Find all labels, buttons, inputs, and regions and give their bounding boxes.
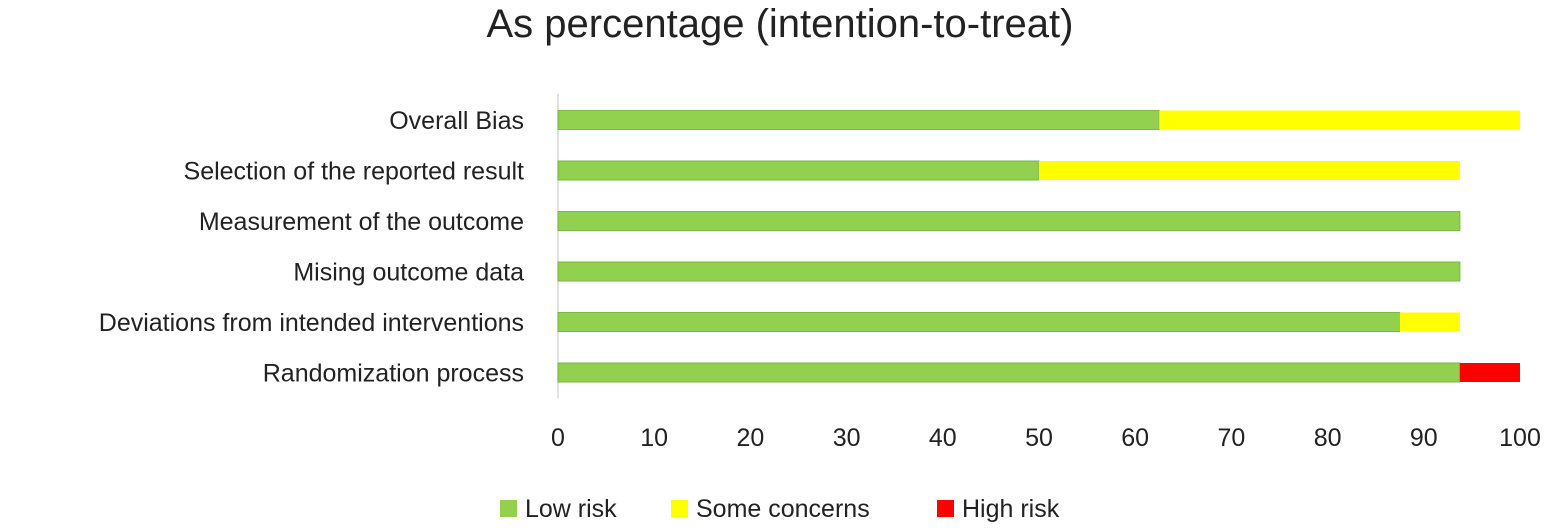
legend-label-high-risk: High risk [962,495,1060,523]
bar-high-risk-randomization-process [1459,363,1520,382]
category-label-deviations-from-intended-interventions: Deviations from intended interventions [99,309,524,337]
legend-swatch-high-risk [937,500,954,517]
category-label-overall-bias: Overall Bias [389,107,524,135]
x-axis-tick-labels: 0 10 20 30 40 50 60 70 80 90 100 [551,424,1541,452]
bar-some-concerns-selection-of-the-reported-result [1039,161,1460,180]
x-tick-label-40: 40 [929,424,957,452]
bar-some-concerns-deviations-from-intended-interventions [1399,312,1460,332]
category-label-measurement-of-the-outcome: Measurement of the outcome [199,208,524,236]
x-tick-label-20: 20 [736,424,764,452]
category-label-selection-of-the-reported-result: Selection of the reported result [184,158,525,186]
x-tick-label-90: 90 [1410,424,1438,452]
legend-swatch-some-concerns [671,500,688,517]
x-tick-label-70: 70 [1217,424,1245,452]
x-tick-label-30: 30 [833,424,861,452]
legend: Low risk Some concerns High risk [500,495,1060,523]
legend-swatch-low-risk [500,500,517,517]
chart-title: As percentage (intention-to-treat) [487,2,1074,46]
x-tick-label-50: 50 [1025,424,1053,452]
bar-low-risk-randomization-process [557,362,1461,383]
x-tick-label-100: 100 [1499,424,1541,452]
x-tick-label-60: 60 [1121,424,1149,452]
bar-some-concerns-overall-bias [1159,110,1520,130]
bar-low-risk-mising-outcome-data [557,261,1461,282]
bar-group [557,110,1520,383]
bar-low-risk-selection-of-the-reported-result [557,160,1040,181]
bar-low-risk-measurement-of-the-outcome [557,211,1461,231]
x-tick-label-0: 0 [551,424,565,452]
legend-label-some-concerns: Some concerns [696,495,870,523]
category-label-mising-outcome-data: Mising outcome data [293,259,524,287]
bar-low-risk-overall-bias [557,110,1160,130]
category-labels: Overall Bias Selection of the reported re… [99,107,524,388]
category-label-randomization-process: Randomization process [263,360,524,388]
x-tick-label-10: 10 [640,424,668,452]
x-tick-label-80: 80 [1314,424,1342,452]
legend-label-low-risk: Low risk [525,495,617,523]
bar-low-risk-deviations-from-intended-interventions [557,312,1401,332]
